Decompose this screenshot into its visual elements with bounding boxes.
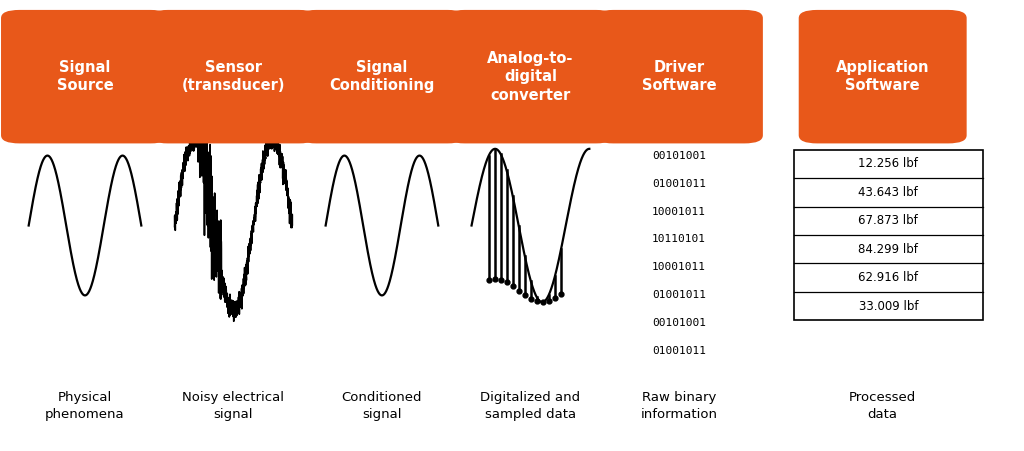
FancyBboxPatch shape xyxy=(446,10,614,143)
Text: 10001011: 10001011 xyxy=(652,262,706,272)
Text: Signal
Conditioning: Signal Conditioning xyxy=(330,60,434,93)
Text: 43.643 lbf: 43.643 lbf xyxy=(858,186,919,199)
Text: Analog-to-
digital
converter: Analog-to- digital converter xyxy=(487,51,573,103)
Text: 84.299 lbf: 84.299 lbf xyxy=(858,243,919,256)
Text: Conditioned
signal: Conditioned signal xyxy=(342,391,422,421)
Text: Signal
Source: Signal Source xyxy=(56,60,114,93)
FancyBboxPatch shape xyxy=(1,10,169,143)
Text: 33.009 lbf: 33.009 lbf xyxy=(858,299,919,313)
Text: 00101001: 00101001 xyxy=(652,151,706,161)
Text: Driver
Software: Driver Software xyxy=(642,60,716,93)
Text: 10001011: 10001011 xyxy=(652,207,706,216)
FancyBboxPatch shape xyxy=(150,10,317,143)
Text: Sensor
(transducer): Sensor (transducer) xyxy=(181,60,286,93)
Text: Application
Software: Application Software xyxy=(836,60,930,93)
Text: 01001011: 01001011 xyxy=(652,346,706,356)
Text: 01001011: 01001011 xyxy=(652,179,706,189)
Text: Processed
data: Processed data xyxy=(849,391,916,421)
Text: Raw binary
information: Raw binary information xyxy=(640,391,718,421)
Text: Physical
phenomena: Physical phenomena xyxy=(45,391,125,421)
Bar xyxy=(794,150,983,320)
Text: 00101001: 00101001 xyxy=(652,318,706,328)
Text: 01001011: 01001011 xyxy=(652,290,706,300)
Text: Digitalized and
sampled data: Digitalized and sampled data xyxy=(480,391,581,421)
Text: Noisy electrical
signal: Noisy electrical signal xyxy=(182,391,285,421)
Text: 62.916 lbf: 62.916 lbf xyxy=(858,271,919,284)
FancyBboxPatch shape xyxy=(595,10,763,143)
Text: 10110101: 10110101 xyxy=(652,235,706,244)
FancyBboxPatch shape xyxy=(298,10,466,143)
FancyBboxPatch shape xyxy=(799,10,967,143)
Text: 67.873 lbf: 67.873 lbf xyxy=(858,214,919,227)
Text: 12.256 lbf: 12.256 lbf xyxy=(858,157,919,170)
